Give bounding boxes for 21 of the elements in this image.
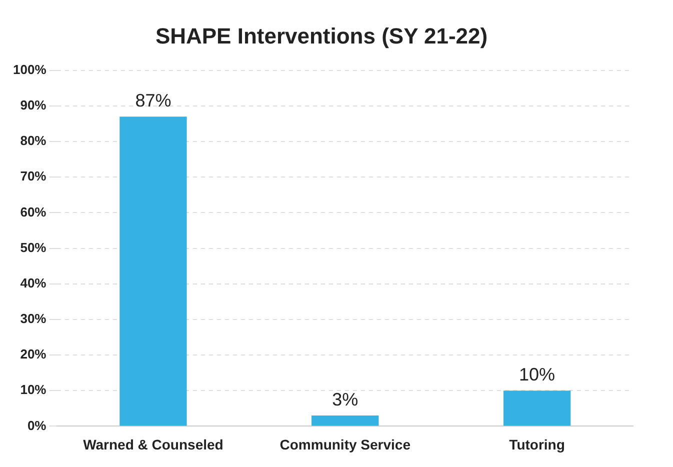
- data-label: 3%: [332, 389, 358, 410]
- y-tick-label: 50%: [20, 240, 47, 255]
- y-tick-label: 90%: [20, 98, 47, 113]
- y-tick-label: 30%: [20, 311, 47, 326]
- data-label: 10%: [519, 364, 556, 385]
- y-tick-label: 60%: [20, 204, 47, 220]
- bar: [120, 116, 187, 426]
- chart-title: SHAPE Interventions (SY 21-22): [155, 23, 488, 48]
- y-tick-label: 0%: [27, 418, 47, 433]
- x-tick-label: Tutoring: [509, 436, 565, 452]
- y-tick-label: 100%: [13, 62, 47, 77]
- bar: [312, 416, 379, 426]
- y-tick-label: 70%: [20, 168, 47, 184]
- data-label: 87%: [135, 90, 172, 111]
- y-tick-label: 40%: [20, 275, 47, 290]
- x-tick-label: Warned & Counseled: [83, 436, 224, 452]
- x-tick-label: Community Service: [280, 436, 411, 452]
- y-tick-label: 80%: [20, 133, 47, 148]
- y-tick-label: 10%: [20, 382, 47, 398]
- bar: [503, 390, 571, 426]
- y-tick-label: 20%: [20, 346, 47, 362]
